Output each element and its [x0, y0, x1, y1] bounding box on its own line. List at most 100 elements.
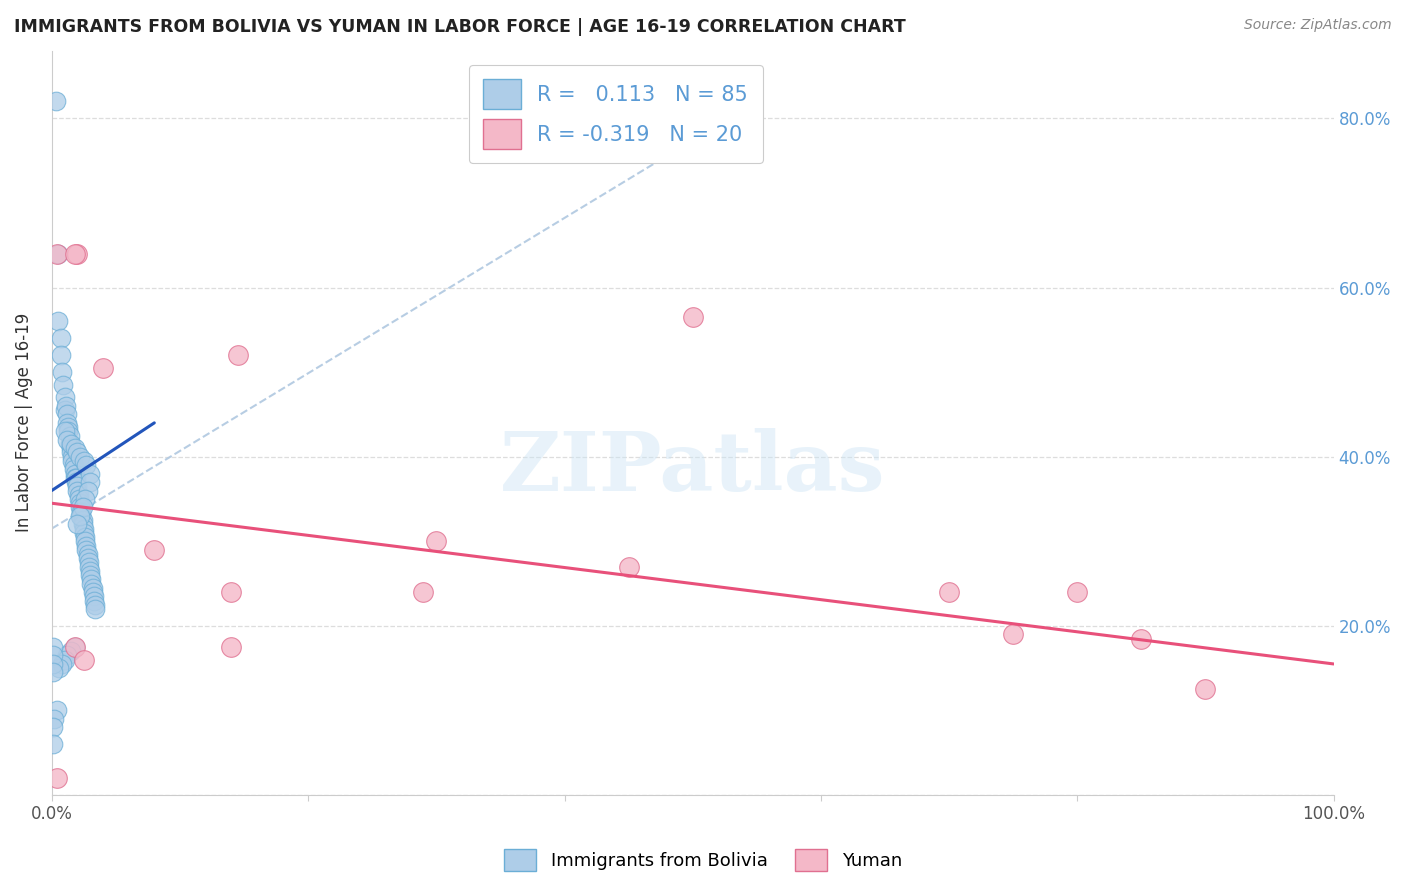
Point: [59, 428, 82, 442]
Point: [42, 648, 65, 663]
Point: [56, 416, 79, 430]
Point: [72, 500, 94, 515]
Point: [45, 246, 67, 260]
Point: [63, 442, 86, 456]
Point: [425, 534, 447, 549]
Point: [53, 391, 76, 405]
Point: [42, 737, 65, 751]
Point: [73, 522, 96, 536]
Point: [73, 454, 96, 468]
Point: [75, 458, 97, 472]
Point: [63, 471, 86, 485]
Text: IMMIGRANTS FROM BOLIVIA VS YUMAN IN LABOR FORCE | AGE 16-19 CORRELATION CHART: IMMIGRANTS FROM BOLIVIA VS YUMAN IN LABO…: [14, 18, 905, 36]
Point: [66, 479, 89, 493]
Legend: Immigrants from Bolivia, Yuman: Immigrants from Bolivia, Yuman: [496, 842, 910, 879]
Point: [58, 420, 80, 434]
Point: [49, 348, 72, 362]
Point: [82, 585, 104, 599]
Point: [73, 525, 96, 540]
Point: [82, 581, 104, 595]
Point: [80, 576, 103, 591]
Point: [76, 551, 98, 566]
Point: [53, 425, 76, 439]
Point: [55, 399, 77, 413]
Point: [69, 450, 91, 464]
Point: [72, 517, 94, 532]
Point: [412, 585, 434, 599]
Point: [79, 475, 101, 489]
Point: [75, 542, 97, 557]
Point: [52, 377, 75, 392]
Text: Source: ZipAtlas.com: Source: ZipAtlas.com: [1244, 18, 1392, 32]
Point: [51, 657, 73, 671]
Point: [226, 348, 249, 362]
Point: [45, 703, 67, 717]
Point: [84, 598, 107, 612]
Point: [938, 585, 960, 599]
Point: [80, 573, 103, 587]
Point: [67, 491, 90, 506]
Point: [59, 445, 82, 459]
Point: [70, 505, 93, 519]
Point: [70, 508, 93, 523]
Point: [59, 644, 82, 658]
Point: [66, 483, 89, 498]
Point: [219, 640, 242, 654]
Point: [73, 653, 96, 667]
Point: [66, 517, 89, 532]
Point: [65, 475, 87, 489]
Point: [53, 653, 76, 667]
Point: [56, 648, 79, 663]
Point: [66, 246, 89, 260]
Point: [42, 665, 65, 680]
Point: [76, 547, 98, 561]
Point: [51, 365, 73, 379]
Text: ZIPatlas: ZIPatlas: [501, 427, 886, 508]
Point: [67, 488, 90, 502]
Legend: R =   0.113   N = 85, R = -0.319   N = 20: R = 0.113 N = 85, R = -0.319 N = 20: [468, 65, 763, 163]
Point: [42, 657, 65, 671]
Point: [79, 568, 101, 582]
Point: [59, 437, 82, 451]
Point: [617, 559, 640, 574]
Point: [75, 534, 97, 549]
Point: [69, 508, 91, 523]
Point: [1066, 585, 1088, 599]
Point: [42, 720, 65, 734]
Y-axis label: In Labor Force | Age 16-19: In Labor Force | Age 16-19: [15, 313, 32, 533]
Point: [59, 437, 82, 451]
Point: [682, 310, 704, 325]
Point: [79, 467, 101, 481]
Point: [46, 246, 69, 260]
Point: [69, 496, 91, 510]
Point: [60, 454, 83, 468]
Point: [219, 585, 242, 599]
Point: [58, 425, 80, 439]
Point: [77, 556, 100, 570]
Point: [1194, 682, 1216, 697]
Point: [91, 360, 114, 375]
Point: [63, 467, 86, 481]
Point: [75, 491, 97, 506]
Point: [63, 640, 86, 654]
Point: [1002, 627, 1025, 641]
Point: [56, 433, 79, 447]
Point: [63, 246, 86, 260]
Point: [143, 542, 166, 557]
Point: [65, 471, 87, 485]
Point: [49, 331, 72, 345]
Point: [84, 602, 107, 616]
Point: [53, 403, 76, 417]
Point: [75, 530, 97, 544]
Point: [77, 559, 100, 574]
Point: [59, 442, 82, 456]
Point: [48, 661, 70, 675]
Point: [72, 513, 94, 527]
Point: [42, 640, 65, 654]
Point: [56, 408, 79, 422]
Point: [69, 500, 91, 515]
Point: [44, 712, 66, 726]
Point: [83, 593, 105, 607]
Point: [46, 314, 69, 328]
Point: [62, 462, 84, 476]
